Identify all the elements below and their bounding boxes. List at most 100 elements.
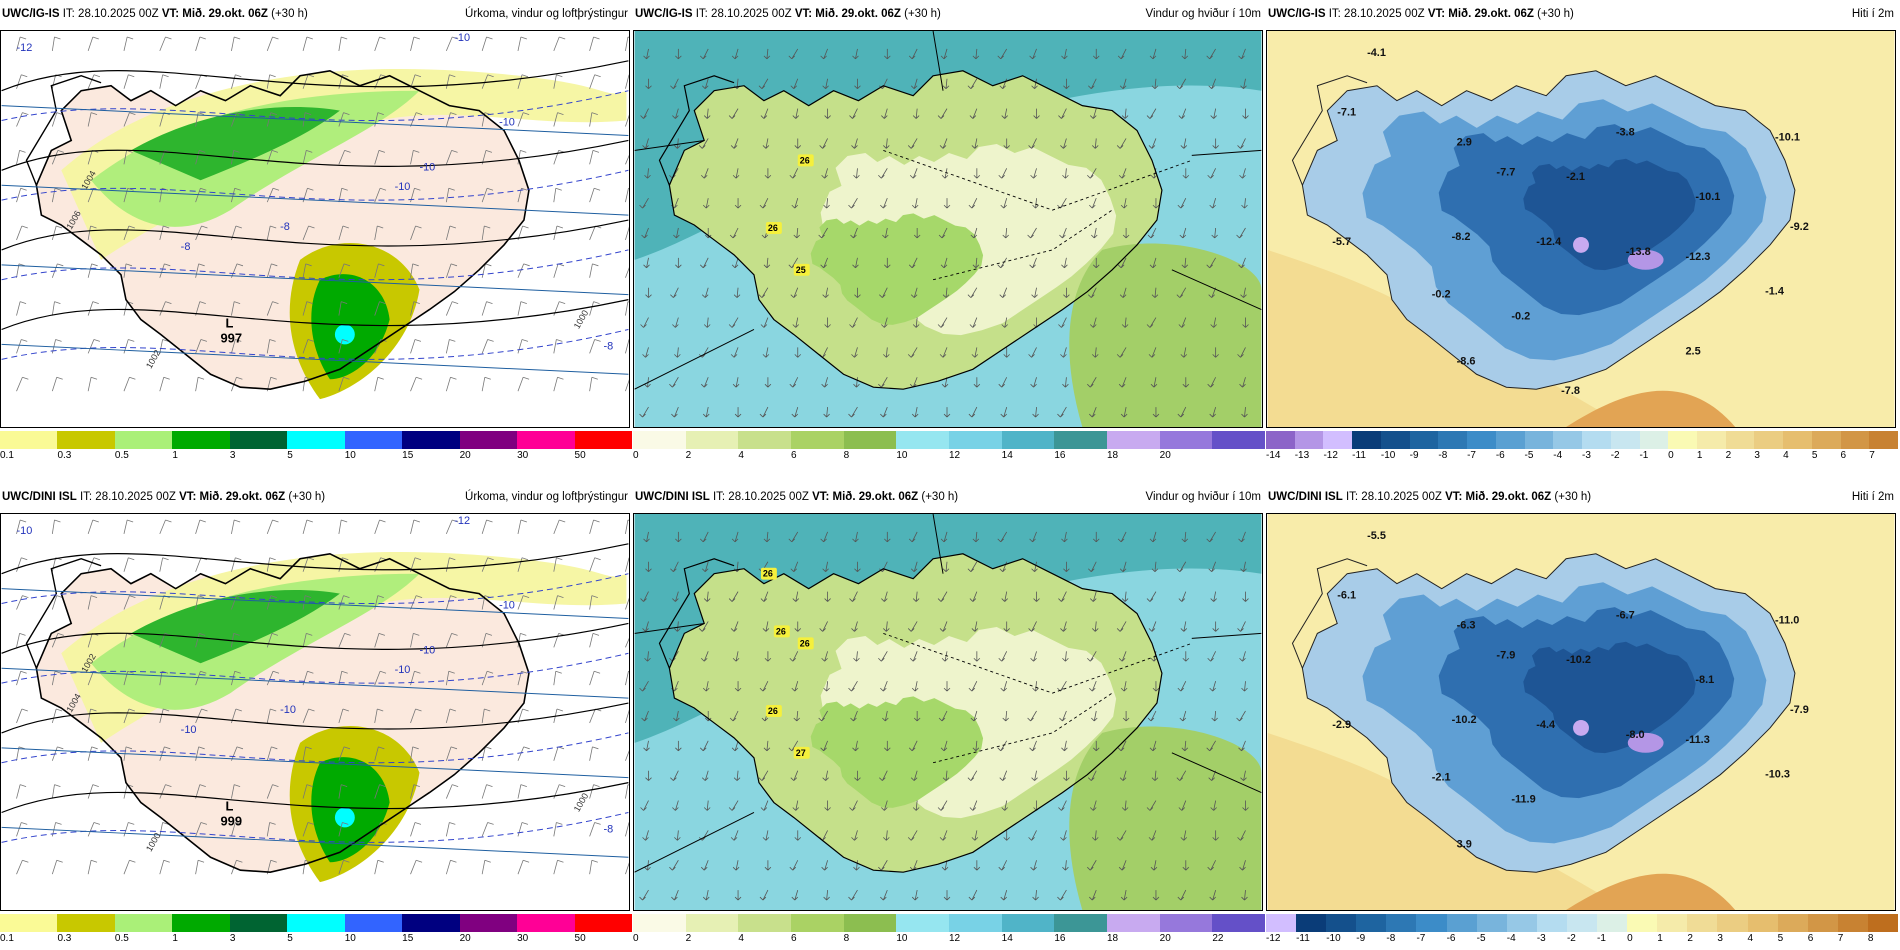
wind-arrows [639,48,1249,418]
header-it: 28.10.2025 00Z [78,8,159,20]
colorbar-tick-label: 50 [574,933,586,944]
header-model: UWC/DINI ISL [635,491,710,503]
colorbar-swatch [1294,431,1324,449]
colorbar-swatch [1212,914,1266,932]
temperature-label: -4.1 [1367,47,1386,59]
colorbar-swatch [1524,431,1554,449]
temperature-label: -11.0 [1775,614,1799,626]
wind-barbs [16,519,629,875]
temp-contour-label: -10 [395,664,411,676]
colorbar-tick-label: 1 [1657,933,1663,944]
temp-contour-label: -8 [181,241,191,253]
colorbar-swatch [685,914,739,932]
colorbar-tick-label: 12 [949,450,961,461]
colorbar-swatch [949,914,1002,932]
header-offset: (+30 h) [271,8,308,20]
svg-text:26: 26 [800,155,810,165]
colorbar-swatch [1266,431,1295,449]
colorbar-tick-label: -12 [1266,933,1281,944]
header-offset: (+30 h) [288,491,326,503]
colorbar-swatch [287,914,345,932]
temperature-label: -0.2 [1511,311,1530,323]
colorbar-tick-label: -5 [1476,933,1486,944]
colorbar-tick-label: 20 [1159,450,1171,461]
temperature-label: -6.1 [1337,590,1356,602]
colorbar-tick-label: -4 [1506,933,1516,944]
colorbar-swatch [1840,431,1870,449]
colorbar-tick-label: 6 [791,933,797,944]
colorbar-swatch [0,914,58,932]
temperature-label: -4.4 [1536,719,1556,731]
temp-contour-label: -10 [181,724,197,736]
colorbar [633,914,1266,932]
colorbar-swatch [685,431,739,449]
colorbar-swatch [229,431,288,449]
colorbar-tick-label: 4 [1747,933,1754,944]
colorbar-swatch [843,431,897,449]
map-canvas: -10 -12 -10 -10 -10 -10 -10 -8 1004 1002 1000 1000 L… [0,513,630,911]
colorbar-swatch [1438,431,1468,449]
colorbar-swatch [402,431,460,449]
temperature-label: -8.1 [1695,674,1714,686]
colorbar-tick-label: 4 [1783,450,1789,461]
colorbar-tick-label: 3 [1754,450,1760,461]
header-it-label: IT: [1328,8,1341,20]
colorbar-tick-label: 0.1 [0,450,14,461]
low-pressure-symbol: L [225,799,233,814]
colorbar-tick-label: 5 [287,450,293,461]
colorbar-tick-label: 2 [685,933,692,944]
colorbar [0,914,632,932]
temperature-label: -11.3 [1685,734,1709,746]
colorbar-swatch [402,914,460,932]
colorbar-tick-label: 22 [1212,933,1224,944]
temperature-label: 2.5 [1685,345,1700,357]
colorbar-swatch [1725,431,1755,449]
colorbar-tick-label: 7 [1869,450,1875,461]
svg-text:26: 26 [768,223,778,233]
colorbar-tick-label: 2 [685,450,692,461]
temp-contour-label: -10 [499,600,515,612]
colorbar-tick-label: -1 [1639,450,1649,461]
temp-contour-label: -10 [280,704,296,716]
colorbar-tick-label: 15 [402,933,414,944]
colorbar-swatch [1747,914,1778,932]
temperature-label: -7.9 [1496,649,1515,661]
colorbar-swatch [1476,914,1507,932]
panel-header: UWC/IG-IS IT: 28.10.2025 00Z VT: Mið. 29… [1268,4,1894,24]
colorbar-tick-label: 15 [402,450,414,461]
colorbar-tick-label: 3 [229,933,236,944]
colorbar-tick-label: 0 [633,933,639,944]
coastline [668,70,1163,390]
colorbar-tick-label: 0.3 [57,933,72,944]
header-vt: Mið. 29.okt. 06Z [1448,8,1534,20]
temp-contour-label: -10 [419,161,435,173]
temperature-label: 2.9 [1457,136,1472,148]
colorbar-tick-label: 6 [1840,450,1847,461]
header-it: 28.10.2025 00Z [711,8,792,20]
colorbar-tick-label: -3 [1536,933,1546,944]
colorbar-tick-label: -13 [1294,450,1310,461]
colorbar-tick-label: 20 [459,933,471,944]
colorbar-tick-label: -6 [1495,450,1505,461]
gust-marker: 26 [765,222,782,234]
temperature-label: -6.7 [1616,609,1635,621]
colorbar-tick-label: -8 [1386,933,1396,944]
panel-title: Úrkoma, vindur og loftþrýstingur [465,491,628,503]
map-canvas: 26 26 27 26 26 [633,513,1263,911]
colorbar-tick-label: 1 [172,450,178,461]
colorbar-swatch [0,431,58,449]
panel-header: UWC/IG-IS IT: 28.10.2025 00Z VT: Mið. 29… [635,4,1261,24]
colorbar-swatch [229,914,288,932]
colorbar-swatch [1296,914,1327,932]
colorbar-tick-label: -2 [1610,450,1620,461]
colorbar-tick-label: 6 [791,450,797,461]
temperature-label: -12.3 [1685,251,1710,263]
map-panel-p5: UWC/DINI ISL IT: 28.10.2025 00Z VT: Mið.… [633,483,1266,948]
map-canvas: -4.1 -7.1 2.9 -3.8 -10.1 -7.7 -2.1 -10.1 -5.7 -8.… [1266,30,1896,428]
colorbar-tick-label: 20 [459,450,471,461]
temp-contour-label: -8 [604,340,614,352]
temperature-label: -2.1 [1432,772,1451,784]
colorbar-tick-label: 0.5 [114,450,129,461]
colorbar-tick-label: 8 [843,450,850,461]
colorbar-swatch [1506,914,1537,932]
